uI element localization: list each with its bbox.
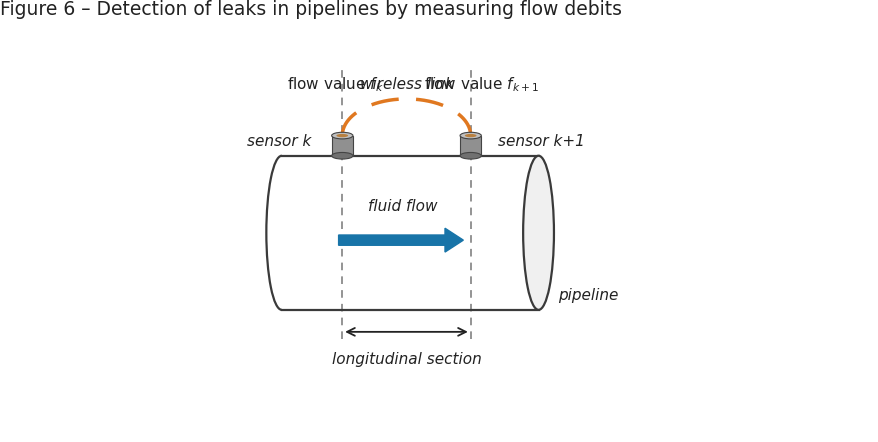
Ellipse shape — [336, 134, 348, 137]
Text: pipeline: pipeline — [557, 288, 617, 303]
Ellipse shape — [459, 132, 481, 139]
Bar — [459, 136, 481, 156]
Text: fluid flow: fluid flow — [368, 199, 437, 214]
Ellipse shape — [464, 134, 476, 137]
Text: wireless link: wireless link — [359, 76, 453, 91]
FancyBboxPatch shape — [282, 156, 538, 310]
Ellipse shape — [331, 152, 353, 159]
Ellipse shape — [331, 132, 353, 139]
Bar — [331, 136, 353, 156]
Ellipse shape — [459, 152, 481, 159]
FancyArrow shape — [338, 228, 463, 252]
Text: flow value $f_k$: flow value $f_k$ — [286, 75, 383, 94]
Text: flow value $f_{k+1}$: flow value $f_{k+1}$ — [424, 75, 538, 94]
Text: sensor k+1: sensor k+1 — [498, 133, 585, 149]
Text: sensor k: sensor k — [247, 133, 311, 149]
Text: longitudinal section: longitudinal section — [331, 352, 481, 367]
Text: Figure 6 – Detection of leaks in pipelines by measuring flow debits: Figure 6 – Detection of leaks in pipelin… — [0, 0, 622, 19]
Ellipse shape — [522, 156, 553, 310]
